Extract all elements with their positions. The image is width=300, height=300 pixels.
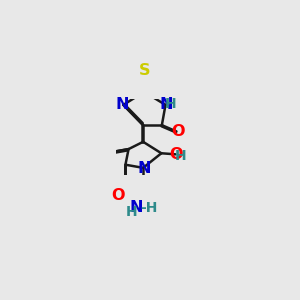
Text: H: H (174, 149, 186, 163)
Text: O: O (171, 124, 184, 139)
Text: N: N (137, 160, 151, 175)
Text: N: N (115, 97, 128, 112)
Text: S: S (138, 62, 150, 77)
Text: O: O (111, 188, 124, 203)
Text: H: H (126, 206, 137, 219)
Text: O: O (169, 147, 183, 162)
Text: N: N (130, 200, 143, 215)
Text: H: H (165, 98, 177, 111)
Text: N: N (159, 97, 173, 112)
Text: -H: -H (140, 201, 157, 215)
